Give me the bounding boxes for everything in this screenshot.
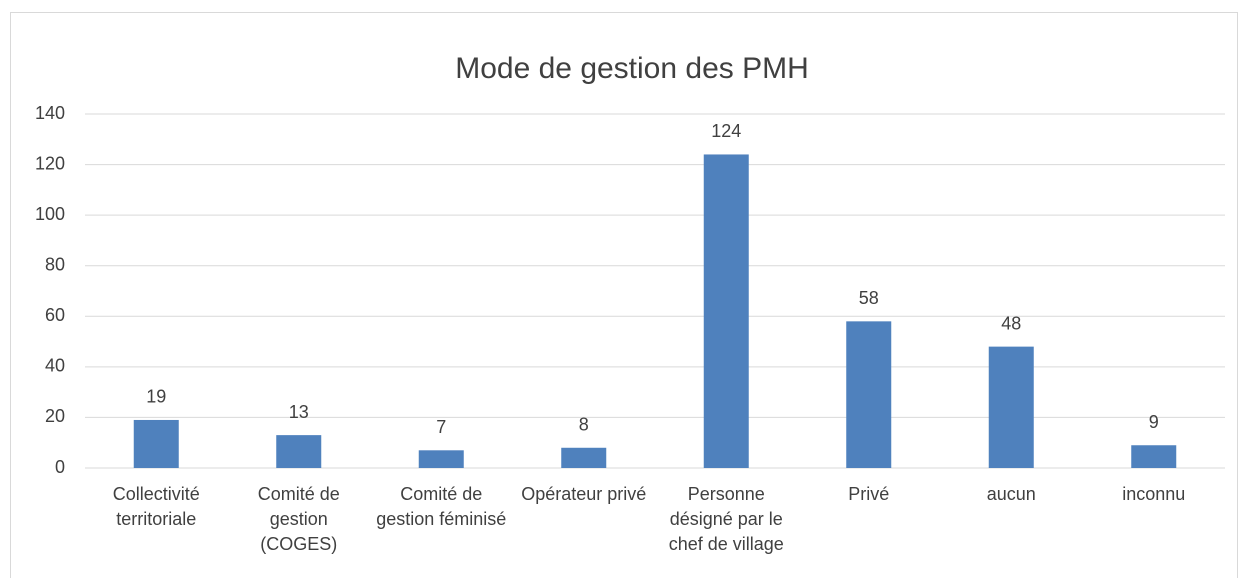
bar xyxy=(561,447,607,468)
data-label: 8 xyxy=(579,415,589,435)
data-label: 9 xyxy=(1149,412,1159,432)
y-tick-label: 40 xyxy=(45,356,65,376)
y-tick-label: 20 xyxy=(45,406,65,426)
y-tick-label: 80 xyxy=(45,254,65,274)
x-tick-label: Personne désigné par le chef de village xyxy=(668,484,784,554)
x-tick-label: Collectivité territoriale xyxy=(112,484,200,529)
data-label: 58 xyxy=(859,288,879,308)
data-label: 19 xyxy=(146,387,166,407)
bar xyxy=(1131,445,1177,468)
x-tick-label: Comité de gestion (COGES) xyxy=(257,484,340,554)
bar xyxy=(276,435,322,468)
data-label: 124 xyxy=(711,121,741,141)
y-tick-label: 100 xyxy=(35,204,65,224)
y-tick-label: 120 xyxy=(35,153,65,173)
x-tick-label: Comité de gestion féminisé xyxy=(376,484,507,529)
bar xyxy=(988,346,1034,468)
data-label: 48 xyxy=(1001,313,1021,333)
bar xyxy=(418,450,464,468)
y-tick-label: 140 xyxy=(35,103,65,123)
bar xyxy=(846,321,892,468)
x-tick-label: inconnu xyxy=(1122,484,1186,504)
data-label: 13 xyxy=(289,402,309,422)
x-tick-label: Privé xyxy=(848,484,890,504)
y-tick-label: 60 xyxy=(45,305,65,325)
y-tick-label: 0 xyxy=(55,457,65,477)
x-tick-label: aucun xyxy=(986,484,1036,504)
chart-frame xyxy=(10,12,1238,578)
bar xyxy=(703,154,749,468)
data-label: 7 xyxy=(436,417,446,437)
bar xyxy=(133,419,179,468)
x-tick-label: Opérateur privé xyxy=(521,484,647,504)
chart-title: Mode de gestion des PMH xyxy=(455,52,809,85)
